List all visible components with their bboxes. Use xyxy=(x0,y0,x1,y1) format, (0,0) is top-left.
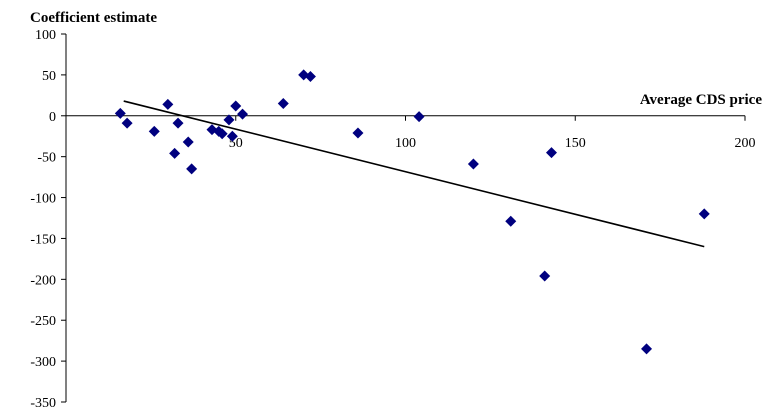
x-tick-label: 100 xyxy=(395,136,416,151)
data-point xyxy=(698,208,710,220)
data-point xyxy=(230,100,242,112)
data-point xyxy=(226,130,238,142)
data-point xyxy=(277,98,289,110)
y-tick-label: -200 xyxy=(30,273,56,288)
x-tick-label: 200 xyxy=(735,136,756,151)
data-point xyxy=(539,270,551,282)
data-point xyxy=(467,158,479,170)
data-point xyxy=(216,128,228,140)
data-point xyxy=(223,114,235,126)
y-tick-label: -100 xyxy=(30,192,56,207)
y-tick-label: -150 xyxy=(30,232,56,247)
y-tick-label: 100 xyxy=(35,28,56,43)
y-tick-label: 0 xyxy=(49,110,56,125)
data-point xyxy=(237,108,249,120)
y-tick-label: -50 xyxy=(37,151,56,166)
data-point xyxy=(505,215,517,227)
data-point xyxy=(172,117,184,129)
trend-line-group xyxy=(123,100,705,248)
y-tick-label: 50 xyxy=(42,69,56,84)
y-tick-label: -250 xyxy=(30,314,56,329)
data-point xyxy=(162,98,174,110)
data-point xyxy=(148,125,160,137)
data-point xyxy=(413,111,425,123)
data-point xyxy=(186,163,198,175)
data-point xyxy=(352,127,364,139)
y-tick-label: -350 xyxy=(30,396,56,411)
x-axis: 50 100 150 200 xyxy=(229,115,756,151)
data-points xyxy=(114,69,710,355)
trend-line xyxy=(123,100,705,248)
x-tick-label: 150 xyxy=(565,136,586,151)
y-axis-title: Coefficient estimate xyxy=(30,10,157,26)
data-point xyxy=(182,136,194,148)
data-point xyxy=(641,343,653,355)
data-point xyxy=(169,147,181,159)
y-axis: 100 50 0 -50 -100 -150 -200 -250 -300 -350 xyxy=(30,28,66,411)
data-point xyxy=(304,71,316,83)
data-point xyxy=(545,147,557,159)
x-axis-title: Average CDS price xyxy=(640,92,763,108)
data-point xyxy=(121,117,133,129)
y-tick-label: -300 xyxy=(30,355,56,370)
data-point xyxy=(114,107,126,119)
